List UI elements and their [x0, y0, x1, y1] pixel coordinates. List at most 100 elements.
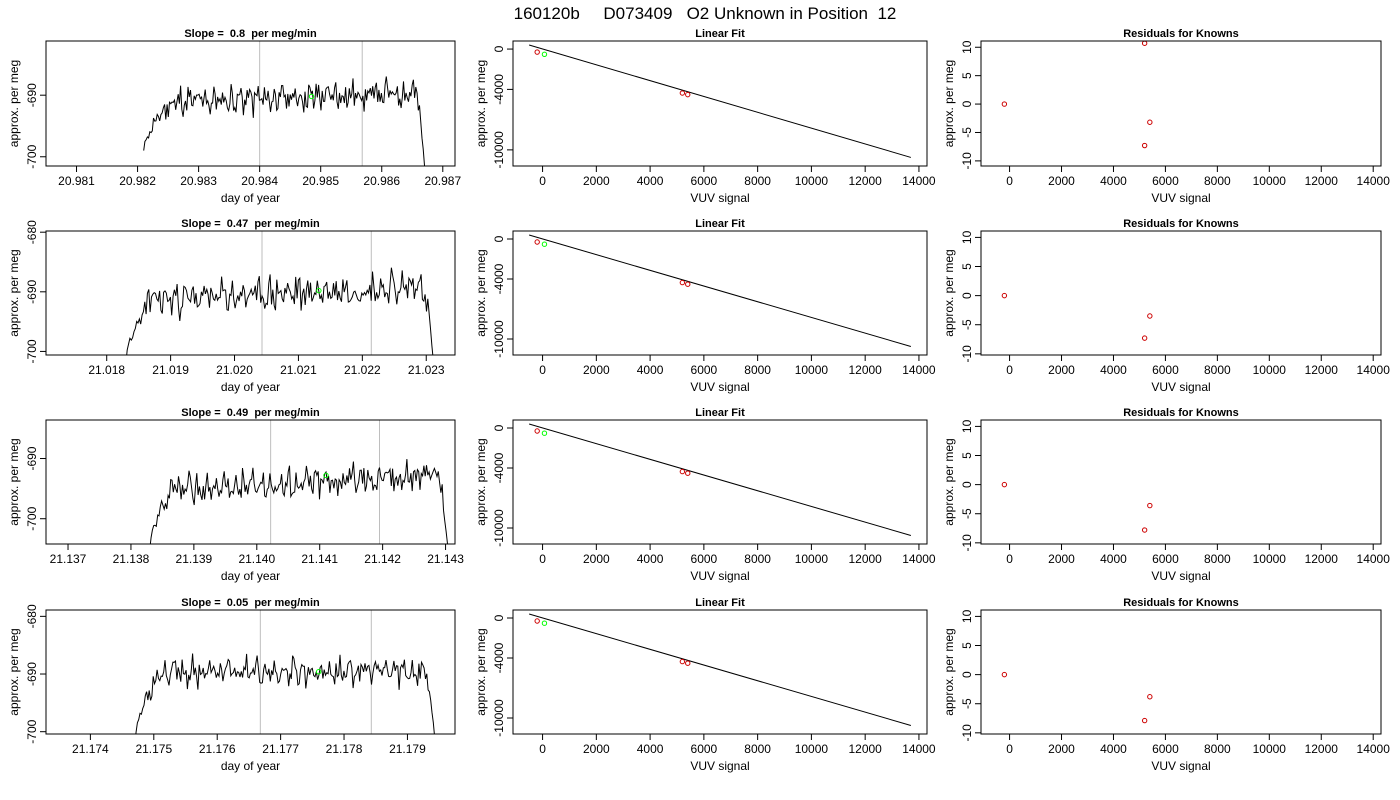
fit-line: [528, 423, 912, 536]
x-tick-label: 10000: [1253, 742, 1287, 756]
y-axis-label: approx. per meg: [474, 249, 488, 336]
x-tick-label: 6000: [691, 363, 718, 377]
x-tick-label: 20.981: [58, 174, 95, 188]
x-tick-label: 0: [539, 742, 546, 756]
x-tick-label: 8000: [744, 363, 771, 377]
y-tick-label: 5: [960, 263, 974, 270]
plot-frame: [45, 230, 456, 356]
plot-area: [528, 613, 912, 726]
x-tick-label: 6000: [1152, 552, 1179, 566]
plot-area: [135, 610, 435, 734]
x-axis-label: day of year: [221, 569, 280, 583]
x-tick-label: 21.178: [326, 742, 363, 756]
y-tick-label: 0: [492, 45, 506, 52]
x-tick-label: 6000: [691, 552, 718, 566]
y-axis-label: approx. per meg: [942, 60, 956, 147]
x-tick-label: 12000: [1305, 742, 1339, 756]
panel-timeseries-1: 20.981 20.982 20.983 20.984 20.985 20.986 20.9…: [7, 28, 461, 205]
unknown-point: [316, 287, 322, 294]
y-tick-label: -690: [25, 446, 39, 470]
x-tick-label: 12000: [1305, 552, 1339, 566]
known-point: [534, 49, 540, 55]
panel-timeseries-4: 21.174 21.175 21.176 21.177 21.178 21.179 -700…: [7, 597, 456, 773]
x-tick-label: 4000: [637, 552, 664, 566]
panel-title: Residuals for Knowns: [1123, 407, 1239, 419]
plot-frame: [512, 40, 928, 167]
x-axis-label: VUV signal: [690, 569, 749, 583]
panel-timeseries-2: 21.018 21.019 21.020 21.021 21.022 21.023 -700…: [7, 218, 456, 394]
x-tick-label: 21.140: [238, 552, 275, 566]
y-tick-label: -10000: [492, 320, 506, 358]
plot-area: [126, 231, 434, 355]
x-tick-label: 4000: [1100, 174, 1127, 188]
x-tick-label: 14000: [902, 552, 936, 566]
x-tick-label: 21.143: [427, 552, 464, 566]
known-point: [534, 239, 540, 245]
y-tick-label: -10: [960, 152, 974, 170]
x-tick-label: 21.138: [113, 552, 150, 566]
series-line: [126, 267, 434, 355]
plot-frame: [512, 609, 928, 735]
y-axis-label: approx. per meg: [7, 628, 21, 715]
x-tick-label: 12000: [848, 552, 882, 566]
unknown-point: [541, 241, 548, 247]
x-tick-label: 6000: [691, 742, 718, 756]
panel-title: Slope = 0.47 per meg/min: [181, 218, 320, 230]
y-axis-label: approx. per meg: [474, 628, 488, 715]
x-tick-label: 0: [539, 174, 546, 188]
y-tick-label: 5: [960, 452, 974, 459]
x-axis-label: day of year: [221, 191, 280, 205]
y-tick-label: -5: [960, 127, 974, 138]
plot-area: [143, 41, 426, 166]
panel-fit-1: 0 2000 4000 6000 8000 10000 12000 14000 -10000 -4…: [474, 28, 936, 205]
y-tick-label: -700: [25, 719, 39, 743]
x-tick-label: 4000: [637, 363, 664, 377]
known-point: [685, 281, 691, 287]
panel-title: Residuals for Knowns: [1123, 597, 1239, 609]
x-tick-label: 20.982: [119, 174, 156, 188]
known-point: [679, 468, 686, 475]
known-point: [685, 660, 691, 666]
residual-point: [1001, 101, 1008, 107]
y-tick-label: 0: [492, 424, 506, 431]
x-tick-label: 4000: [637, 742, 664, 756]
x-tick-label: 8000: [744, 552, 771, 566]
residual-point: [1001, 292, 1008, 299]
x-tick-label: 10000: [795, 742, 829, 756]
x-tick-label: 21.023: [408, 363, 445, 377]
x-tick-label: 12000: [848, 742, 882, 756]
x-tick-label: 21.021: [280, 363, 317, 377]
x-tick-label: 10000: [795, 363, 829, 377]
known-point: [534, 428, 540, 434]
x-tick-label: 21.176: [199, 742, 236, 756]
x-tick-label: 2000: [1048, 742, 1075, 756]
x-tick-label: 21.175: [135, 742, 172, 756]
panel-residuals-2: 0 2000 4000 6000 8000 10000 12000 14000 -10 -5 0 5 1…: [942, 218, 1390, 394]
residual-point: [1001, 481, 1008, 488]
residual-point: [1147, 119, 1153, 125]
x-tick-label: 2000: [583, 363, 610, 377]
x-tick-label: 2000: [1048, 363, 1075, 377]
plot-area: [528, 44, 912, 158]
y-tick-label: -4000: [492, 642, 506, 673]
y-tick-label: 0: [960, 481, 974, 488]
y-axis-label: approx. per meg: [474, 438, 488, 525]
plot-frame: [512, 230, 928, 356]
y-tick-label: -5: [960, 508, 974, 519]
y-tick-label: -680: [25, 604, 39, 628]
x-tick-label: 14000: [1357, 742, 1391, 756]
known-point: [679, 90, 686, 96]
residual-point: [1147, 313, 1153, 319]
x-axis-label: VUV signal: [1151, 191, 1210, 205]
y-tick-label: 10: [960, 609, 974, 623]
x-tick-label: 20.985: [302, 174, 339, 188]
y-tick-label: -690: [25, 279, 39, 303]
plot-area: [528, 423, 912, 536]
series-line: [149, 459, 449, 544]
x-tick-label: 10000: [1253, 552, 1287, 566]
fit-line: [528, 613, 912, 726]
x-tick-label: 12000: [848, 174, 882, 188]
series-line: [135, 653, 435, 734]
x-tick-label: 4000: [1100, 742, 1127, 756]
fit-line: [528, 234, 912, 347]
